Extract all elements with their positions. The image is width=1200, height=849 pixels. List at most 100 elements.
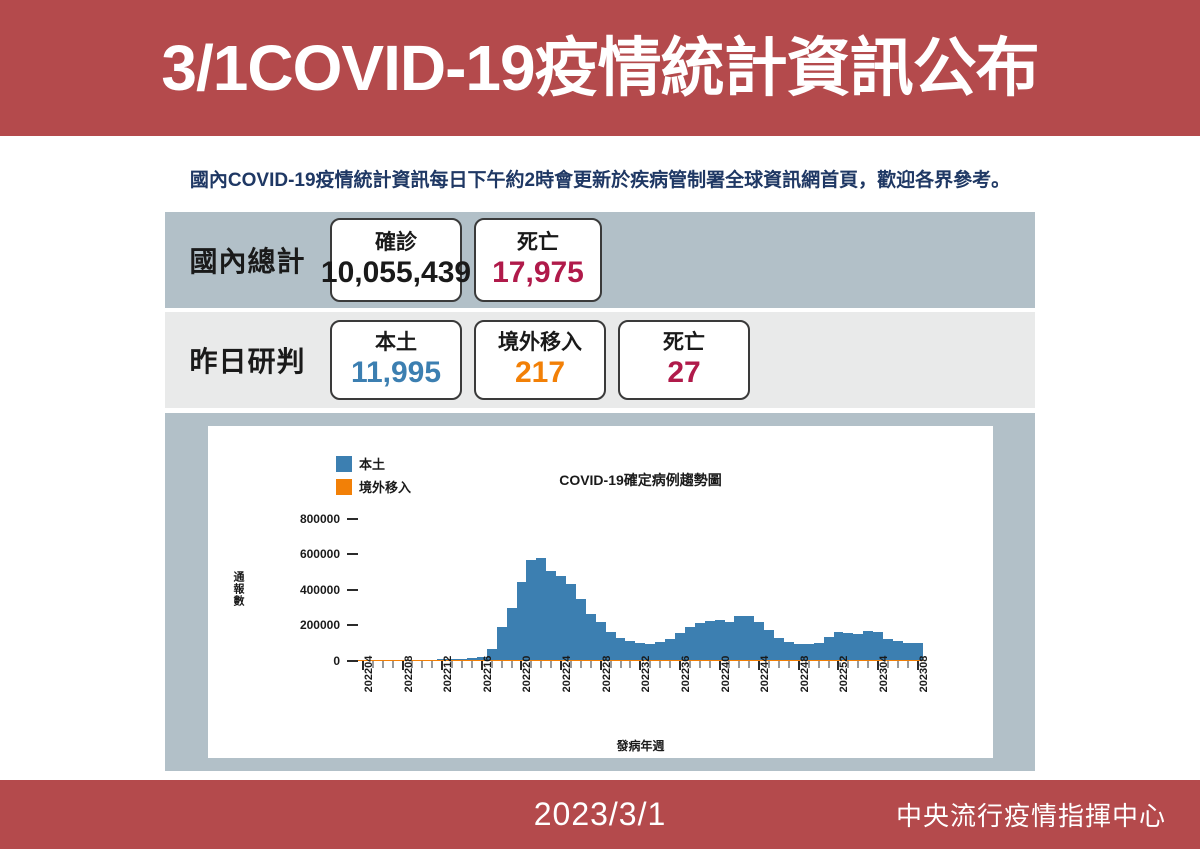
chart-bar bbox=[447, 501, 458, 661]
x-tick-label bbox=[725, 671, 735, 733]
chart-bar bbox=[556, 501, 567, 661]
chart-bar bbox=[813, 501, 824, 661]
chart-bar bbox=[853, 501, 864, 661]
chart-x-tick-labels: 202204 202208 202212 202216 202220 202224 2022… bbox=[358, 655, 930, 733]
chart-bar bbox=[734, 501, 745, 661]
y-tick-0: 0 bbox=[333, 654, 358, 668]
chart-bar bbox=[486, 501, 497, 661]
x-tick-label bbox=[804, 671, 814, 733]
x-tick bbox=[824, 661, 834, 670]
x-tick bbox=[645, 661, 655, 670]
x-tick bbox=[913, 661, 923, 670]
x-tick-label: 202204 bbox=[362, 655, 375, 693]
chart-bar bbox=[823, 501, 834, 661]
chart-bar bbox=[605, 501, 616, 661]
x-tick bbox=[685, 661, 695, 670]
x-tick bbox=[477, 661, 487, 670]
stat-box-deaths-daily: 死亡 27 bbox=[618, 320, 750, 400]
y-tick-200000: 200000 bbox=[300, 618, 358, 632]
x-tick bbox=[566, 661, 576, 670]
chart-bar bbox=[803, 501, 814, 661]
total-stats-label: 國內總計 bbox=[189, 246, 306, 277]
x-tick bbox=[834, 661, 844, 670]
stat-caption-deaths-daily: 死亡 bbox=[663, 331, 705, 355]
chart-bar bbox=[863, 501, 874, 661]
x-tick-label bbox=[705, 671, 715, 733]
x-tick-label bbox=[695, 671, 705, 733]
x-tick bbox=[794, 661, 804, 670]
x-tick-label bbox=[497, 671, 507, 733]
chart-bar bbox=[793, 501, 804, 661]
x-tick-label: 202252 bbox=[838, 655, 851, 693]
x-tick bbox=[715, 661, 725, 670]
chart-bar bbox=[496, 501, 507, 661]
chart-bar bbox=[744, 501, 755, 661]
chart-bar bbox=[783, 501, 794, 661]
chart-bars bbox=[358, 501, 923, 661]
x-tick bbox=[378, 661, 388, 670]
x-tick-label bbox=[863, 671, 873, 733]
x-tick-label: 202236 bbox=[679, 655, 692, 693]
x-tick bbox=[398, 661, 408, 670]
x-tick bbox=[616, 661, 626, 670]
chart-bar bbox=[536, 501, 547, 661]
x-tick-label bbox=[734, 671, 744, 733]
x-tick-label bbox=[368, 671, 378, 733]
y-tick-600000: 600000 bbox=[300, 547, 358, 561]
x-tick-label: 202304 bbox=[878, 655, 891, 693]
x-tick bbox=[447, 661, 457, 670]
x-tick-label: 202224 bbox=[561, 655, 574, 693]
x-tick bbox=[784, 661, 794, 670]
x-tick bbox=[843, 661, 853, 670]
x-tick-label bbox=[784, 671, 794, 733]
chart-y-axis-title: 通報數 bbox=[232, 571, 244, 607]
chart-bar bbox=[585, 501, 596, 661]
x-tick bbox=[695, 661, 705, 670]
chart-bar bbox=[466, 501, 477, 661]
x-tick bbox=[814, 661, 824, 670]
x-tick bbox=[526, 661, 536, 670]
x-tick-label bbox=[744, 671, 754, 733]
legend-label-imported: 境外移入 bbox=[359, 480, 412, 495]
chart-bar bbox=[427, 501, 438, 661]
x-tick-label bbox=[883, 671, 893, 733]
x-tick-label bbox=[606, 671, 616, 733]
stat-box-local-cases: 本土 11,995 bbox=[330, 320, 462, 400]
x-tick-label bbox=[665, 671, 675, 733]
x-tick-label bbox=[843, 671, 853, 733]
x-tick bbox=[625, 661, 635, 670]
chart-bar bbox=[714, 501, 725, 661]
x-tick-label bbox=[546, 671, 556, 733]
chart-bar bbox=[358, 501, 368, 661]
x-tick-label bbox=[427, 671, 437, 733]
x-tick-label bbox=[586, 671, 596, 733]
x-tick-label bbox=[893, 671, 903, 733]
chart-bar bbox=[764, 501, 775, 661]
chart-bar bbox=[704, 501, 715, 661]
x-tick-label bbox=[616, 671, 626, 733]
x-tick bbox=[368, 661, 378, 670]
legend-swatch-imported-icon bbox=[336, 478, 352, 495]
x-tick-label bbox=[467, 671, 477, 733]
stat-caption-confirmed: 確診 bbox=[375, 231, 417, 255]
x-tick-label bbox=[824, 671, 834, 733]
x-tick-label: 202308 bbox=[917, 655, 930, 693]
chart-bar bbox=[902, 501, 913, 661]
stat-box-imported-cases: 境外移入 217 bbox=[474, 320, 606, 400]
x-tick bbox=[725, 661, 735, 670]
daily-stats-row: 昨日研判 本土 11,995 境外移入 217 死亡 27 bbox=[165, 312, 1035, 408]
chart-bar bbox=[566, 501, 576, 661]
y-tick-400000: 400000 bbox=[300, 583, 358, 597]
x-tick-label bbox=[576, 671, 586, 733]
chart-bar bbox=[665, 501, 675, 661]
x-tick-label: 202216 bbox=[481, 655, 494, 693]
chart-bar bbox=[912, 501, 923, 661]
chart-bar bbox=[892, 501, 903, 661]
x-tick bbox=[754, 661, 764, 670]
page-header: 3/1COVID-19疫情統計資訊公布 bbox=[0, 0, 1200, 136]
stat-value-deaths-total: 17,975 bbox=[492, 255, 584, 289]
x-tick bbox=[903, 661, 913, 670]
chart-bar bbox=[397, 501, 408, 661]
x-tick bbox=[437, 661, 447, 670]
x-tick-label bbox=[625, 671, 635, 733]
